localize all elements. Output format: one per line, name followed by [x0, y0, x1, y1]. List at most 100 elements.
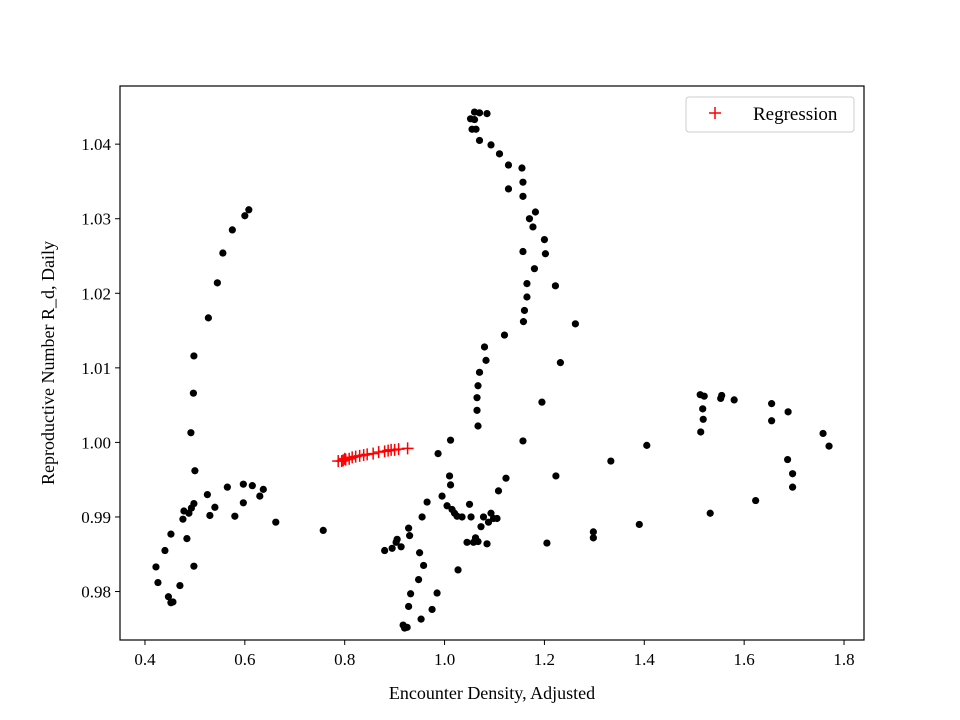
regression-point: [367, 447, 380, 460]
data-point: [482, 356, 490, 364]
data-point: [419, 561, 428, 570]
regression-point: [401, 442, 414, 455]
data-point: [454, 566, 462, 574]
data-point: [788, 483, 797, 491]
plot-frame: [119, 85, 865, 641]
data-point: [643, 441, 651, 449]
data-point: [189, 389, 198, 397]
data-point: [607, 457, 615, 465]
data-point: [531, 208, 540, 216]
data-point: [700, 392, 708, 400]
data-point: [223, 483, 231, 491]
data-point: [474, 422, 482, 430]
x-tick-label: 0.6: [234, 650, 255, 669]
legend-regression-label: Regression: [753, 104, 838, 125]
data-point: [415, 549, 424, 557]
data-point: [730, 396, 738, 404]
data-point: [519, 247, 527, 256]
data-point: [784, 455, 792, 464]
data-point: [161, 546, 169, 555]
data-point: [167, 530, 175, 538]
data-point: [699, 405, 707, 413]
data-point: [540, 235, 549, 244]
x-tick-label: 1.8: [833, 650, 854, 669]
data-point: [519, 178, 527, 186]
data-point: [589, 528, 597, 536]
data-point: [768, 400, 776, 408]
data-point: [169, 598, 177, 606]
data-point: [397, 543, 405, 551]
data-point: [445, 472, 454, 480]
regression-point: [343, 452, 356, 465]
data-point: [405, 602, 413, 611]
plot-marks: [152, 108, 833, 632]
data-point: [446, 481, 455, 489]
data-point: [248, 482, 256, 490]
data-point: [768, 417, 776, 425]
data-point: [206, 511, 214, 520]
data-point: [475, 368, 484, 376]
y-tick-label: 0.98: [81, 583, 111, 602]
data-point: [154, 578, 162, 587]
data-point: [473, 406, 481, 414]
data-point: [190, 352, 198, 360]
legend-box: [685, 96, 855, 133]
data-point: [518, 164, 526, 172]
data-point: [504, 185, 513, 193]
data-point: [465, 500, 474, 508]
data-point: [259, 485, 267, 493]
legend-regression-marker: [709, 107, 721, 119]
data-point: [176, 581, 184, 590]
data-point: [458, 513, 466, 521]
data-point: [788, 470, 797, 478]
data-point: [519, 192, 527, 200]
data-point: [204, 314, 212, 322]
data-point: [474, 382, 482, 390]
data-point: [241, 212, 249, 220]
data-point: [245, 206, 253, 214]
data-point: [504, 161, 513, 169]
data-point: [525, 215, 534, 223]
data-point: [523, 293, 531, 301]
data-point: [541, 250, 550, 258]
data-point: [825, 442, 833, 450]
data-point: [183, 534, 191, 543]
data-point: [477, 523, 485, 531]
data-point: [551, 282, 560, 290]
data-point: [203, 491, 211, 499]
y-tick-label: 1.00: [81, 433, 111, 452]
data-point: [495, 150, 504, 158]
data-point: [446, 436, 455, 444]
data-point: [552, 472, 560, 480]
y-tick-label: 0.99: [81, 508, 111, 527]
data-point: [381, 546, 389, 555]
data-point: [152, 563, 160, 571]
data-point: [428, 605, 436, 614]
data-point: [414, 576, 423, 584]
data-point: [467, 513, 475, 521]
data-point: [502, 474, 510, 482]
data-point: [475, 136, 484, 145]
data-point: [819, 429, 827, 438]
data-point: [423, 498, 431, 506]
data-point: [417, 615, 425, 623]
data-point: [190, 562, 198, 570]
data-point: [706, 509, 714, 517]
data-point: [403, 623, 411, 631]
data-point: [474, 537, 482, 546]
data-point: [472, 125, 480, 133]
data-point: [418, 513, 426, 521]
data-point: [272, 518, 280, 526]
data-point: [635, 520, 643, 529]
data-point: [470, 115, 479, 124]
data-point: [479, 513, 488, 521]
data-point: [752, 496, 760, 505]
data-point: [443, 502, 451, 510]
data-point: [483, 540, 491, 548]
data-point: [543, 539, 551, 547]
y-tick-label: 1.03: [81, 210, 111, 229]
x-tick-label: 0.4: [134, 650, 156, 669]
data-point: [434, 449, 442, 458]
data-point: [571, 320, 579, 328]
